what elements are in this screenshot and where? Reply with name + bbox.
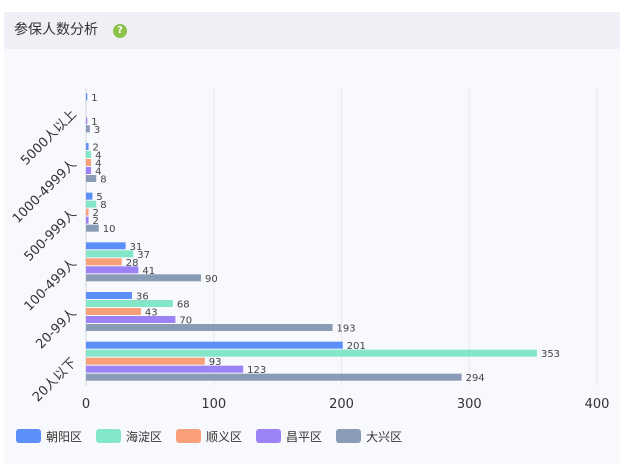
bar — [86, 250, 134, 258]
bar — [86, 125, 90, 133]
legend-swatch — [336, 429, 362, 443]
chart-grid — [85, 88, 598, 386]
bar-value-label: 70 — [179, 316, 192, 327]
bar-value-label: 2 — [93, 216, 99, 227]
bar-value-label: 36 — [136, 292, 149, 303]
bar — [86, 159, 92, 166]
bar — [86, 266, 139, 274]
bar-value-label: 4 — [95, 167, 101, 178]
chart-bars — [86, 93, 537, 381]
bar — [86, 167, 92, 174]
bar — [86, 200, 97, 208]
bar — [86, 258, 122, 266]
x-tick-label: 400 — [585, 397, 610, 412]
legend-item[interactable]: 朝阳区 — [16, 428, 82, 445]
bar — [86, 357, 205, 365]
bar — [86, 216, 89, 224]
bar — [86, 300, 173, 307]
bar — [86, 208, 89, 216]
bar-value-label: 93 — [209, 357, 222, 368]
bar — [86, 224, 99, 232]
bar — [86, 316, 176, 323]
legend-swatch — [256, 429, 282, 443]
x-tick-label: 300 — [457, 397, 482, 412]
bar-value-label: 10 — [103, 224, 116, 235]
legend-item[interactable]: 昌平区 — [256, 428, 322, 445]
legend-item[interactable]: 海淀区 — [96, 428, 162, 445]
insured-count-panel: 参保人数分析 ? — [4, 12, 620, 464]
y-tick-label: 100-499人 — [22, 256, 80, 314]
legend-item[interactable]: 大兴区 — [336, 428, 402, 445]
bar — [86, 143, 89, 150]
legend-label: 大兴区 — [366, 429, 403, 444]
question-circle-icon[interactable]: ? — [113, 24, 127, 38]
legend-swatch — [176, 429, 202, 443]
bar-value-label: 4 — [95, 151, 101, 162]
y-tick-label: 20人以下 — [30, 355, 80, 405]
bar-value-label: 193 — [337, 324, 356, 335]
bar-value-label: 8 — [100, 200, 106, 211]
bar — [86, 349, 537, 357]
bar — [86, 324, 333, 331]
bar-value-label: 31 — [130, 242, 143, 253]
x-tick-label: 0 — [82, 397, 90, 412]
chart-data-labels: 2013539312329436684370193313728419058221… — [91, 93, 560, 384]
bar-value-label: 294 — [466, 373, 485, 384]
chart-legend: 朝阳区 海淀区 顺义区 昌平区 大兴区 — [16, 428, 416, 444]
x-tick-label: 100 — [201, 397, 226, 412]
bar-value-label: 2 — [93, 143, 99, 154]
bar-value-label: 353 — [541, 349, 560, 360]
x-axis-ticks: 0 100 200 300 400 — [82, 397, 610, 412]
bar — [86, 175, 97, 182]
legend-swatch — [96, 429, 122, 443]
bar-value-label: 3 — [94, 125, 100, 136]
x-tick-label: 200 — [329, 397, 354, 412]
legend-label: 海淀区 — [126, 429, 163, 444]
bar — [86, 292, 132, 299]
bar — [86, 242, 126, 250]
legend-label: 朝阳区 — [46, 429, 83, 444]
bar-value-label: 37 — [137, 250, 150, 261]
panel-header: 参保人数分析 ? — [4, 12, 620, 49]
bar-value-label: 1 — [91, 117, 97, 128]
legend-item[interactable]: 顺义区 — [176, 428, 242, 445]
bar-value-label: 28 — [126, 258, 139, 269]
bar-value-label: 4 — [95, 159, 101, 170]
bar-value-label: 201 — [347, 341, 366, 352]
bar-value-label: 5 — [96, 192, 102, 203]
bar-value-label: 2 — [93, 208, 99, 219]
bar-value-label: 68 — [177, 300, 190, 311]
legend-swatch — [16, 429, 41, 443]
y-axis-ticks: 20人以下20-99人100-499人500-999人1000-4999人500… — [10, 107, 80, 405]
bar-value-label: 90 — [205, 274, 218, 285]
bar — [86, 365, 244, 373]
bar — [86, 341, 343, 349]
legend-label: 顺义区 — [206, 429, 243, 444]
bar-value-label: 43 — [145, 308, 158, 319]
panel-title: 参保人数分析 — [14, 22, 98, 38]
bar-value-label: 1 — [91, 93, 97, 104]
bar — [86, 373, 462, 381]
bar — [86, 192, 93, 200]
bar — [86, 308, 141, 315]
bar — [86, 93, 88, 101]
bar-value-label: 123 — [247, 365, 266, 376]
bar-value-label: 8 — [100, 175, 106, 186]
bar-value-label: 41 — [142, 266, 155, 277]
legend-label: 昌平区 — [286, 429, 323, 444]
bar — [86, 274, 201, 282]
bar — [86, 151, 92, 158]
y-tick-label: 20-99人 — [33, 306, 80, 353]
bar — [86, 117, 88, 125]
